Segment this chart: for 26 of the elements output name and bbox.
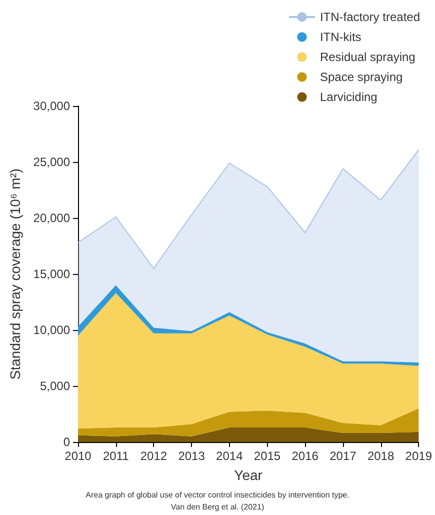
y-axis-title: Standard spray coverage (10⁶ m²) bbox=[7, 168, 23, 380]
x-tick-label: 2012 bbox=[140, 449, 168, 463]
text: Van den Berg et al. (2021) bbox=[170, 502, 264, 512]
y-tick-label: 0 bbox=[63, 435, 70, 449]
x-tick-label: 2019 bbox=[405, 449, 432, 463]
x-tick-label: 2010 bbox=[64, 449, 92, 463]
y-tick-label: 30,000 bbox=[33, 99, 70, 113]
x-tick-label: 2013 bbox=[178, 449, 206, 463]
legend-label: Residual spraying bbox=[320, 50, 416, 64]
legend-label: Larviciding bbox=[320, 90, 378, 104]
x-tick-label: 2018 bbox=[367, 449, 394, 463]
legend-label: Space spraying bbox=[320, 70, 403, 84]
y-tick-label: 20,000 bbox=[33, 211, 70, 225]
x-tick-label: 2014 bbox=[216, 449, 244, 463]
legend-label: ITN-factory treated bbox=[320, 10, 420, 24]
x-tick-label: 2015 bbox=[254, 449, 281, 463]
text: Area graph of global use of vector control insecticides by intervention type. bbox=[86, 490, 350, 500]
legend-label: ITN-kits bbox=[320, 30, 362, 44]
y-tick-label: 5,000 bbox=[40, 379, 70, 393]
y-tick-label: 10,000 bbox=[33, 323, 70, 337]
y-tick-label: 15,000 bbox=[33, 267, 70, 281]
x-tick-label: 2016 bbox=[292, 449, 319, 463]
x-tick-label: 2017 bbox=[330, 449, 357, 463]
x-tick-label: 2011 bbox=[102, 449, 130, 463]
x-axis-title: Year bbox=[234, 467, 263, 483]
y-tick-label: 25,000 bbox=[33, 155, 70, 169]
